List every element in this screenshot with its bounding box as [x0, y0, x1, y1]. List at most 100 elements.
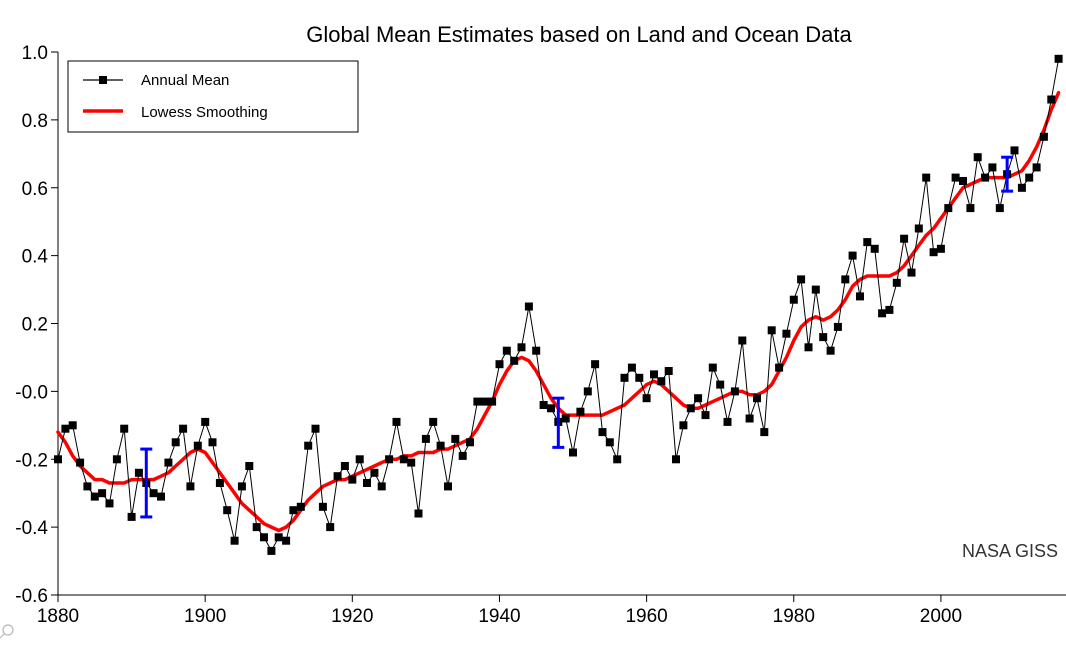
annual-mean-point: [385, 455, 394, 464]
annual-mean-point: [782, 329, 791, 338]
y-tick-label: 1.0: [22, 43, 48, 64]
annual-mean-point: [708, 363, 717, 372]
annual-mean-point: [164, 458, 173, 467]
x-tick-label: 1920: [331, 606, 373, 627]
annual-mean-point: [907, 268, 916, 277]
annual-mean-point: [318, 502, 327, 511]
annual-mean-point: [1047, 95, 1056, 104]
annual-mean-point: [377, 482, 386, 491]
annual-mean-point: [363, 479, 371, 487]
annual-mean-point: [539, 401, 548, 409]
annual-mean-point: [995, 204, 1004, 213]
credit-label: NASA GISS: [962, 541, 1058, 561]
annual-mean-point: [672, 455, 680, 464]
annual-mean-point: [245, 462, 254, 470]
annual-mean-point: [282, 536, 291, 545]
annual-mean-point: [502, 346, 511, 355]
annual-mean-point: [547, 404, 555, 413]
annual-mean-point: [54, 455, 62, 464]
chart-title: Global Mean Estimates based on Land and …: [306, 22, 852, 47]
annual-mean-point: [495, 360, 504, 369]
annual-mean-point: [694, 394, 703, 403]
annual-mean-point: [870, 244, 879, 253]
annual-mean-point: [797, 275, 806, 284]
annual-mean-point: [841, 275, 850, 284]
annual-mean-point: [414, 509, 423, 518]
annual-mean-point: [112, 455, 121, 464]
annual-mean-point: [738, 336, 747, 345]
annual-mean-point: [289, 506, 298, 515]
annual-mean-point: [1054, 54, 1063, 63]
annual-mean-point: [98, 489, 107, 498]
annual-mean-point: [473, 397, 482, 406]
annual-mean-point: [392, 417, 401, 426]
annual-mean-point: [966, 204, 975, 213]
annual-mean-point: [120, 424, 129, 433]
annual-mean-point: [532, 346, 541, 355]
annual-mean-point: [451, 434, 460, 443]
annual-mean-point: [730, 387, 739, 396]
x-tick-label: 1900: [184, 606, 226, 627]
annual-mean-point: [988, 163, 997, 172]
annual-mean-point: [767, 326, 776, 335]
x-tick-label: 1980: [773, 606, 815, 627]
annual-mean-point: [134, 468, 143, 477]
annual-mean-point: [274, 533, 283, 542]
annual-mean-point: [811, 285, 820, 294]
annual-mean-point: [480, 397, 489, 406]
annual-mean-point: [340, 462, 349, 470]
annual-mean-point: [856, 292, 864, 301]
annual-mean-point: [569, 448, 577, 457]
annual-mean-point: [370, 468, 379, 477]
annual-mean-point: [311, 424, 320, 433]
annual-mean-point: [223, 506, 232, 515]
annual-mean-point: [326, 523, 335, 532]
annual-mean-point: [296, 502, 305, 511]
uncertainty-error-bar: [140, 447, 153, 519]
annual-mean-point: [230, 536, 239, 545]
legend-annual-label: Annual Mean: [141, 72, 229, 89]
legend: Annual Mean Lowess Smoothing: [67, 60, 359, 133]
annual-mean-point: [598, 428, 607, 437]
annual-mean-point: [193, 441, 202, 450]
annual-mean-point: [686, 404, 695, 413]
annual-mean-point: [348, 475, 357, 484]
annual-mean-point: [1010, 146, 1019, 155]
annual-mean-point: [944, 204, 953, 213]
legend-lowess-label: Lowess Smoothing: [141, 104, 268, 121]
x-tick-label: 1880: [37, 606, 79, 627]
annual-mean-point: [863, 238, 872, 247]
annual-mean-point: [201, 417, 210, 426]
lowess-smoothing-layer: [56, 90, 1061, 533]
annual-mean-point: [436, 441, 445, 450]
annual-mean-point: [885, 305, 894, 314]
annual-mean-point: [664, 367, 673, 375]
annual-mean-point: [399, 455, 408, 464]
annual-mean-point: [789, 295, 798, 304]
error-bars-layer: [140, 155, 1014, 519]
annual-mean-point: [914, 224, 923, 233]
lowess-smoothing-line: [56, 90, 1061, 533]
y-tick-label: 0.4: [22, 247, 49, 268]
annual-mean-point: [83, 482, 92, 491]
annual-mean-point: [524, 302, 533, 311]
annual-mean-point: [922, 173, 931, 182]
annual-mean-point: [304, 441, 313, 450]
annual-mean-point: [605, 438, 614, 447]
y-tick-label: -0.2: [15, 450, 48, 471]
uncertainty-error-bar: [1001, 155, 1014, 193]
annual-mean-point: [723, 417, 732, 426]
annual-mean-point: [679, 421, 688, 430]
annual-mean-point: [260, 533, 268, 542]
magnifier-icon[interactable]: [2, 624, 14, 636]
annual-mean-point: [90, 492, 99, 501]
magnifier-icon-handle: [0, 633, 5, 639]
annual-mean-point: [576, 407, 585, 416]
annual-mean-point: [333, 472, 342, 481]
annual-mean-point: [444, 482, 452, 491]
annual-mean-point: [510, 356, 519, 365]
annual-mean-point: [819, 333, 828, 342]
legend-annual-marker: [99, 76, 107, 84]
legend-box: [67, 60, 359, 133]
annual-mean-point: [583, 387, 592, 396]
